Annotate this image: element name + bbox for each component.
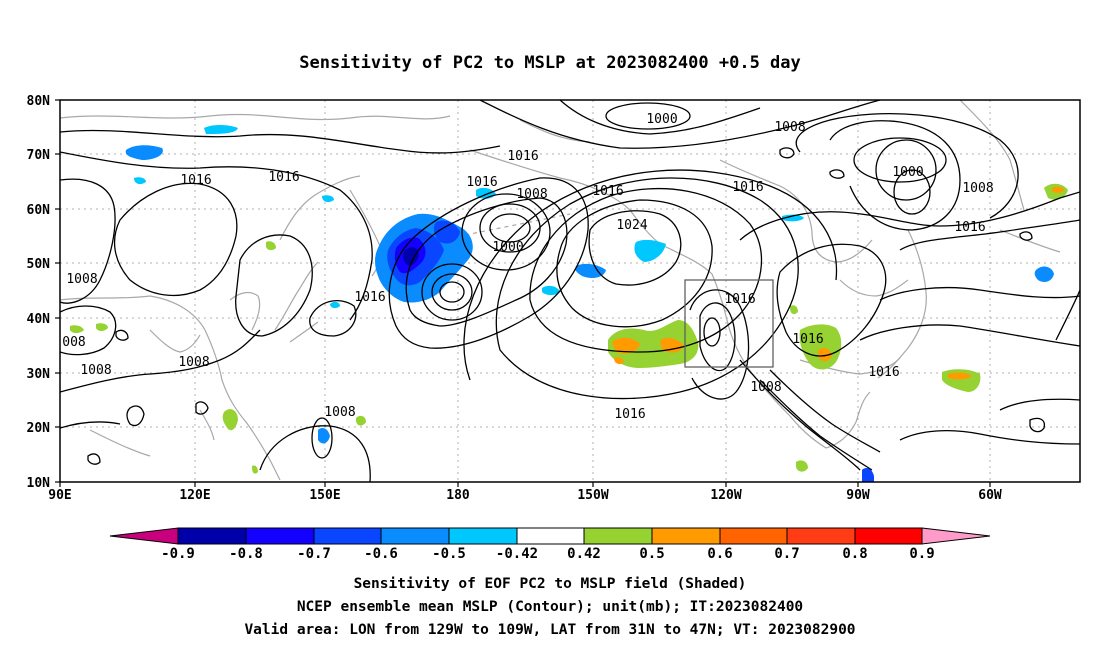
contour-label: 1016 <box>507 149 538 164</box>
colorbar-cell <box>786 527 856 545</box>
map-area: 1000 1008 1016 1016 1016 1016 1008 1016 … <box>60 100 1080 482</box>
contour-label: 1016 <box>466 175 497 190</box>
colorbar-label: -0.7 <box>297 546 331 562</box>
lon-label: 90W <box>846 488 870 503</box>
longitude-labels: 90E 120E 150E 180 150W 120W 90W 60W <box>48 488 1002 503</box>
colorbar-label: -0.5 <box>432 546 466 562</box>
lon-label: 60W <box>978 488 1002 503</box>
colorbar-label: -0.6 <box>364 546 398 562</box>
lat-label: 40N <box>27 312 51 327</box>
colorbar-label: 0.6 <box>707 546 732 562</box>
tick-marks <box>55 99 991 487</box>
colorbar-left-arrow <box>109 527 179 545</box>
contour-label: 1016 <box>592 184 623 199</box>
caption: Sensitivity of EOF PC2 to MSLP field (Sh… <box>244 576 855 638</box>
contour-label: 1016 <box>180 173 211 188</box>
valid-area-box <box>684 279 774 368</box>
contour-label: 1008 <box>750 380 781 395</box>
colorbar: -0.9 -0.8 -0.7 -0.6 -0.5 -0.42 0.42 0.5 … <box>109 527 991 562</box>
lat-label: 70N <box>27 148 51 163</box>
lat-label: 80N <box>27 94 51 109</box>
colorbar-cell <box>313 527 382 545</box>
contour-label: 1016 <box>792 332 823 347</box>
lon-label: 150E <box>309 488 340 503</box>
colorbar-label: 0.8 <box>842 546 867 562</box>
contour-label: 1016 <box>868 365 899 380</box>
colorbar-cell <box>380 527 450 545</box>
contour-label: 1000 <box>492 240 523 255</box>
contour-label: 1008 <box>178 355 209 370</box>
lat-label: 20N <box>27 421 51 436</box>
contour-label: 1000 <box>646 112 677 127</box>
mslp-contours <box>60 100 1080 482</box>
colorbar-label: 0.7 <box>774 546 799 562</box>
colorbar-cell <box>516 527 585 545</box>
contour-label: 1008 <box>962 181 993 196</box>
lon-label: 120W <box>710 488 741 503</box>
colorbar-cell <box>719 527 788 545</box>
sensitivity-shading <box>70 125 1068 482</box>
contour-label: 1024 <box>616 218 647 233</box>
contour-label: 1008 <box>66 272 97 287</box>
contour-label: 1008 <box>774 120 805 135</box>
colorbar-cell <box>245 527 315 545</box>
contour-label: 1008 <box>324 405 355 420</box>
lat-label: 10N <box>27 476 51 491</box>
lon-label: 180 <box>446 488 470 503</box>
caption-line: Sensitivity of EOF PC2 to MSLP field (Sh… <box>354 576 747 592</box>
contour-label: 1016 <box>954 220 985 235</box>
lat-label: 60N <box>27 203 51 218</box>
positive-sensitivity-area <box>608 320 699 368</box>
latitude-labels: 80N 70N 60N 50N 40N 30N 20N 10N <box>27 94 51 491</box>
contour-label: 1016 <box>614 407 645 422</box>
colorbar-cell <box>448 527 518 545</box>
colorbar-cell <box>583 527 653 545</box>
contour-labels: 1000 1008 1016 1016 1016 1016 1008 1016 … <box>62 112 993 422</box>
contour-label: 1016 <box>268 170 299 185</box>
colorbar-label: -0.42 <box>496 546 538 562</box>
colorbar-label: -0.9 <box>161 546 195 562</box>
contour-label: 1016 <box>354 290 385 305</box>
contour-label: 1016 <box>732 180 763 195</box>
contour-label: 1008 <box>80 363 111 378</box>
caption-line: NCEP ensemble mean MSLP (Contour); unit(… <box>297 599 803 615</box>
figure-title: Sensitivity of PC2 to MSLP at 2023082400… <box>299 53 801 73</box>
colorbar-cell <box>177 527 247 545</box>
caption-line: Valid area: LON from 129W to 109W, LAT f… <box>244 622 855 638</box>
lon-label: 90E <box>48 488 71 503</box>
contour-label: 1008 <box>516 187 547 202</box>
contour-label: 008 <box>62 335 85 350</box>
contour-label: 1000 <box>892 165 923 180</box>
colorbar-label: 0.42 <box>567 546 601 562</box>
contour-label: 1016 <box>724 292 755 307</box>
colorbar-label: 0.9 <box>909 546 934 562</box>
lat-label: 30N <box>27 367 51 382</box>
lon-label: 150W <box>577 488 608 503</box>
colorbar-label: 0.5 <box>639 546 664 562</box>
colorbar-cell <box>854 527 923 545</box>
map-frame <box>59 99 1081 483</box>
lat-label: 50N <box>27 257 51 272</box>
colorbar-cell <box>651 527 721 545</box>
colorbar-label: -0.8 <box>229 546 263 562</box>
lon-label: 120E <box>179 488 210 503</box>
colorbar-right-arrow <box>921 527 991 545</box>
